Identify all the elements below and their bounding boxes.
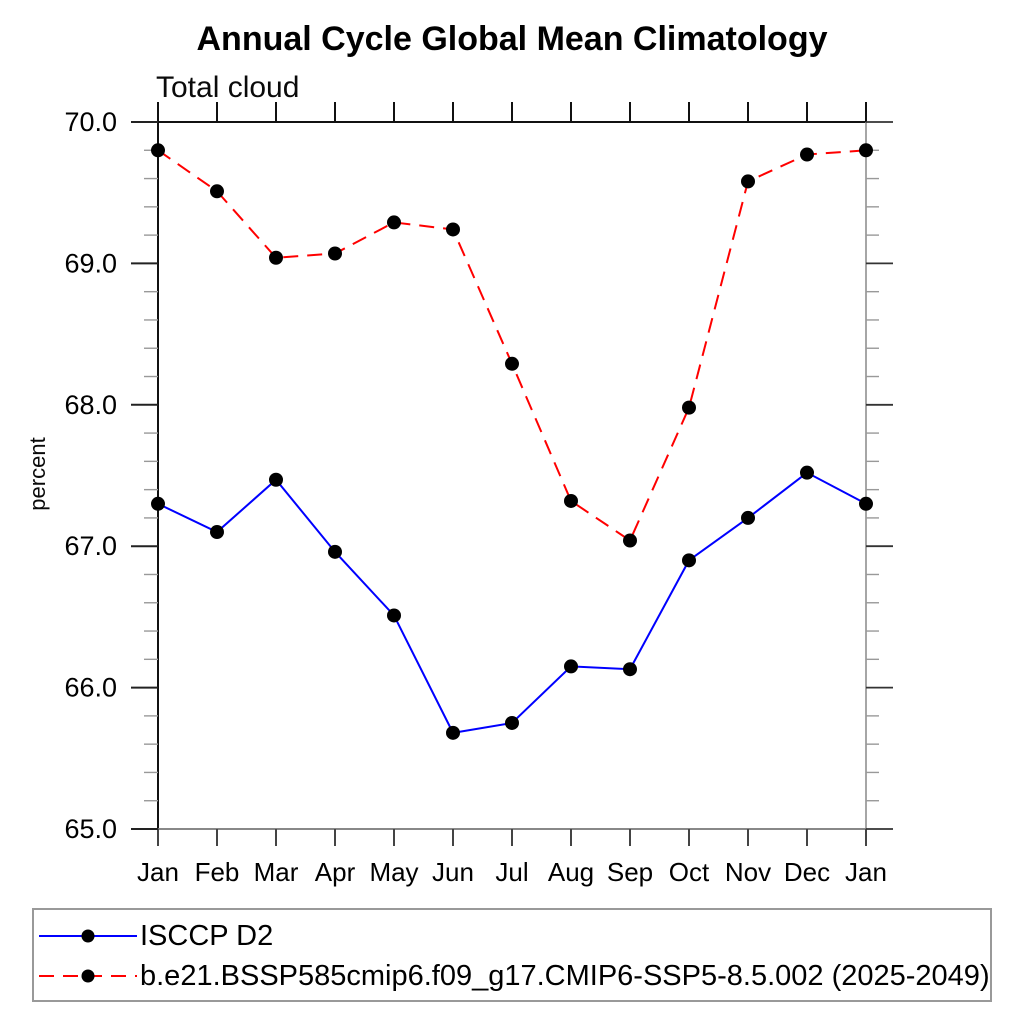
data-point-marker xyxy=(800,147,814,162)
data-point-marker xyxy=(151,496,165,511)
series-line-model xyxy=(157,149,867,543)
data-point-marker xyxy=(800,465,814,480)
legend-dashed-line-icon xyxy=(39,969,137,983)
x-tick-label: Sep xyxy=(607,857,653,887)
x-tick-label: Feb xyxy=(195,857,240,887)
data-point-marker xyxy=(446,725,460,740)
data-point-marker xyxy=(505,356,519,371)
x-tick-label: Oct xyxy=(669,857,710,887)
data-point-marker xyxy=(210,525,224,540)
x-tick-label: Jan xyxy=(137,857,179,887)
data-point-marker xyxy=(741,510,755,525)
chart-subtitle: Total cloud xyxy=(156,71,300,104)
data-point-marker xyxy=(387,608,401,623)
x-tick-label: Nov xyxy=(725,857,771,887)
legend-label-isccp: ISCCP D2 xyxy=(140,919,274,952)
data-point-marker xyxy=(859,496,873,511)
y-tick-label: 70.0 xyxy=(64,107,117,137)
chart-title: Annual Cycle Global Mean Climatology xyxy=(196,20,828,58)
y-tick-label: 67.0 xyxy=(64,531,117,561)
x-tick-label: Jun xyxy=(432,857,474,887)
data-point-marker xyxy=(269,250,283,265)
y-tick-label: 69.0 xyxy=(64,248,117,278)
data-point-marker xyxy=(859,143,873,158)
data-point-marker xyxy=(741,174,755,189)
data-point-marker xyxy=(682,553,696,568)
legend-label-model: b.e21.BSSP585cmip6.f09_g17.CMIP6-SSP5-8.… xyxy=(140,959,990,992)
data-point-marker xyxy=(210,184,224,199)
legend-item-model: b.e21.BSSP585cmip6.f09_g17.CMIP6-SSP5-8.… xyxy=(39,956,990,996)
data-point-marker xyxy=(682,400,696,415)
y-tick-label: 65.0 xyxy=(64,814,117,844)
y-tick-label: 68.0 xyxy=(64,390,117,420)
data-point-marker xyxy=(328,544,342,559)
data-point-marker xyxy=(151,143,165,158)
x-tick-label: May xyxy=(369,857,418,887)
data-point-marker xyxy=(505,715,519,730)
data-point-marker xyxy=(623,662,637,677)
legend-solid-line-icon xyxy=(39,929,137,943)
data-point-marker xyxy=(387,215,401,230)
y-tick-label: 66.0 xyxy=(64,673,117,703)
legend-marker-sample xyxy=(81,969,95,983)
data-point-marker xyxy=(564,659,578,674)
data-point-marker xyxy=(564,493,578,508)
data-point-marker xyxy=(446,222,460,237)
x-tick-label: Dec xyxy=(784,857,830,887)
data-point-marker xyxy=(623,533,637,548)
legend-item-isccp: ISCCP D2 xyxy=(39,916,273,956)
x-tick-label: Jan xyxy=(845,857,887,887)
x-tick-label: Jul xyxy=(495,857,528,887)
x-tick-label: Aug xyxy=(548,857,594,887)
legend-marker-sample xyxy=(81,929,95,943)
data-point-marker xyxy=(328,246,342,261)
data-point-marker xyxy=(269,472,283,487)
series-line-isccp xyxy=(157,471,867,734)
x-tick-label: Mar xyxy=(254,857,299,887)
legend: ISCCP D2 b.e21.BSSP585cmip6.f09_g17.CMIP… xyxy=(32,908,992,1002)
x-tick-label: Apr xyxy=(315,857,356,887)
